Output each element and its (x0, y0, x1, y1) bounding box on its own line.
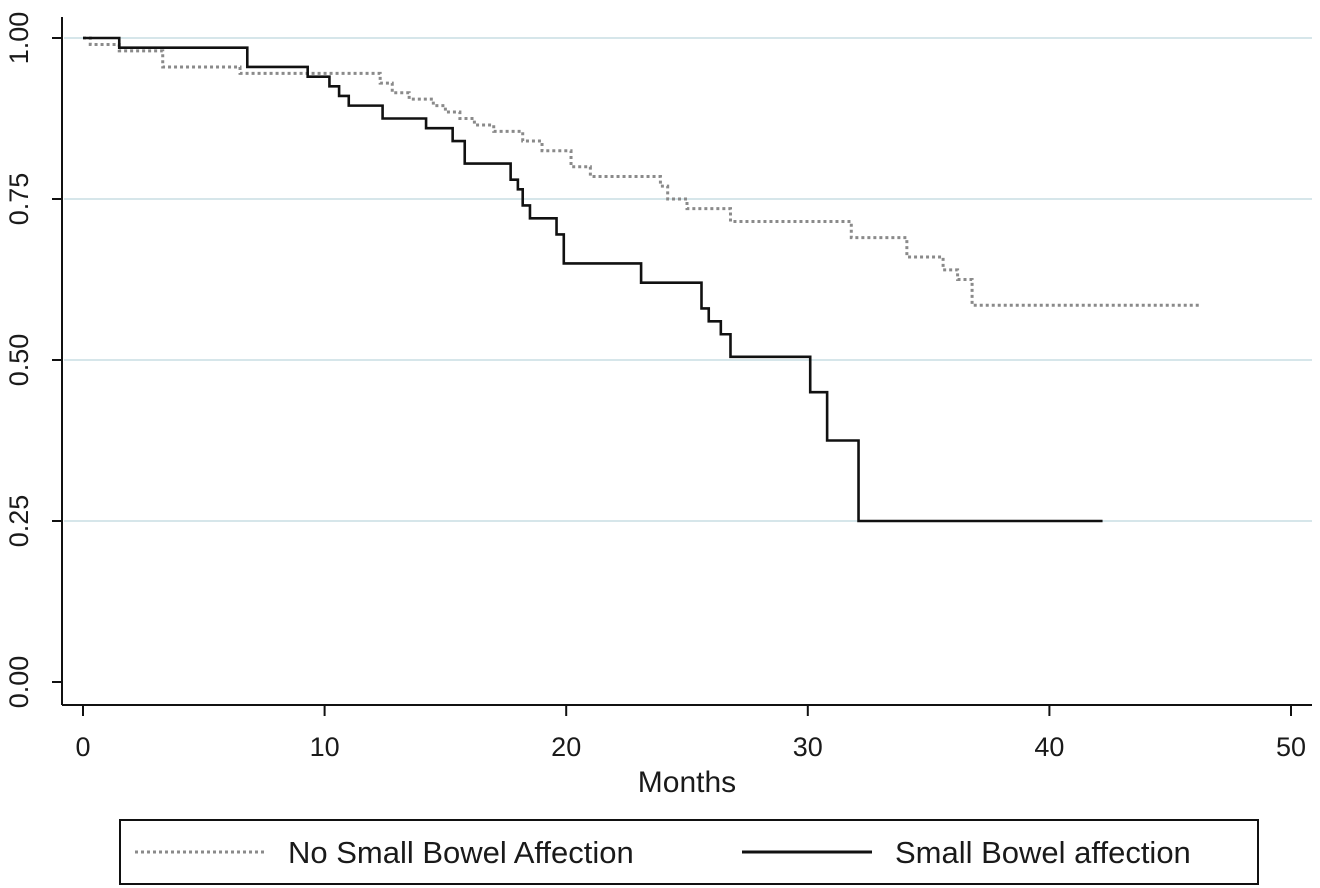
y-tick-label-4: 1.00 (4, 12, 34, 65)
x-tick-label-4: 40 (1034, 732, 1064, 762)
x-tick-label-1: 10 (310, 732, 340, 762)
y-ticks: 0.00 0.25 0.50 0.75 1.00 (4, 12, 62, 709)
x-tick-label-2: 20 (551, 732, 581, 762)
series-layer (83, 36, 1202, 523)
legend-label-no-small-bowel: No Small Bowel Affection (288, 835, 634, 870)
legend-box (119, 819, 1259, 885)
x-tick-label-3: 30 (793, 732, 823, 762)
y-tick-label-3: 0.75 (4, 173, 34, 226)
x-tick-label-5: 50 (1276, 732, 1306, 762)
y-tick-label-2: 0.50 (4, 334, 34, 387)
x-axis-title: Months (638, 766, 736, 799)
legend: No Small Bowel Affection Small Bowel aff… (119, 819, 1259, 885)
gridlines (64, 37, 1312, 522)
x-tick-label-0: 0 (75, 732, 90, 762)
y-tick-label-1: 0.25 (4, 495, 34, 548)
series-line-0 (83, 36, 1202, 307)
y-tick-label-0: 0.00 (4, 656, 34, 709)
legend-label-small-bowel: Small Bowel affection (895, 835, 1191, 870)
x-ticks: 0 10 20 30 40 50 (75, 705, 1306, 762)
series-line-1 (83, 36, 1103, 523)
